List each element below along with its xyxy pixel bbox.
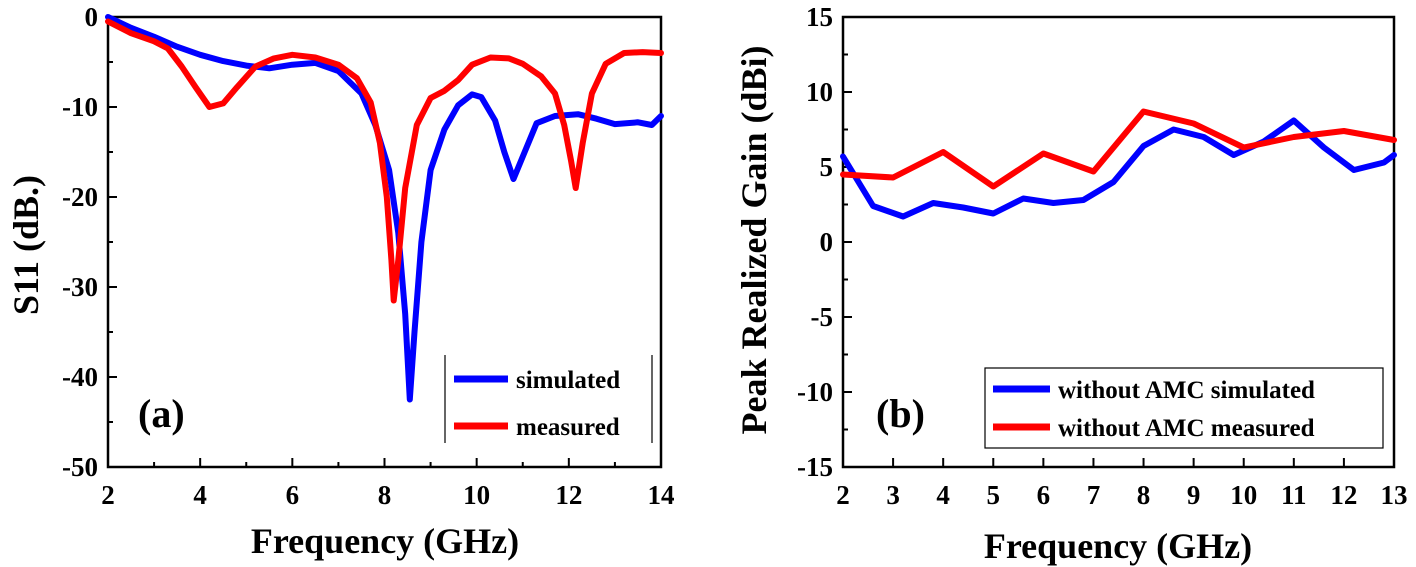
panel-a-x-tick-label: 12 (555, 480, 582, 510)
panel-a-y-axis-label: S11 (dB.) (6, 175, 46, 315)
panel-a-tag: (a) (138, 391, 185, 436)
panel-a-legend: simulated measured (444, 355, 653, 443)
panel-a-y-tick-label: -50 (62, 452, 98, 482)
panel-b-y-axis-label: Peak Realized Gain (dBi) (734, 46, 774, 435)
panel-b-x-tick-label: 4 (936, 480, 950, 510)
panel-a-y-tick-label: -30 (62, 272, 98, 302)
panel-b-chart: 2 3 4 5 6 7 8 9 10 11 12 13 15 10 5 0 -5 -10 -15 (b) witho… (734, 2, 1408, 566)
panel-b-x-tick-label: 6 (1037, 480, 1051, 510)
panel-b-x-tick-label: 9 (1187, 480, 1201, 510)
panel-b-x-tick-label: 7 (1087, 480, 1101, 510)
panel-b-y-tick-label: -10 (797, 377, 833, 407)
panel-a-x-tick-label: 10 (463, 480, 490, 510)
panel-b-tag: (b) (876, 391, 925, 436)
panel-a-x-tick-label: 6 (286, 480, 300, 510)
panel-b-y-tick-label: 15 (806, 2, 833, 32)
panel-a-chart: 2 4 6 8 10 12 14 0 -10 -20 -30 -40 -50 (a) simulated… (6, 2, 675, 561)
panel-b-x-axis-label: Frequency (GHz) (984, 526, 1252, 566)
panel-b-x-tick-label: 13 (1381, 480, 1408, 510)
panel-a-x-tick-label: 4 (193, 480, 207, 510)
panel-a-y-tick-label: -10 (62, 92, 98, 122)
panel-b-legend: without AMC simulated without AMC measur… (984, 367, 1384, 449)
panel-a-x-tick-label: 8 (378, 480, 392, 510)
panel-b-y-tick-label: 0 (820, 227, 834, 257)
panel-b-x-tick-label: 10 (1230, 480, 1257, 510)
panel-a-y-tick-label: -40 (62, 362, 98, 392)
series-line-without-amc-measured (840, 108, 1397, 190)
panel-b-x-tick-label: 2 (836, 480, 850, 510)
legend-label-without-amc-simulated: without AMC simulated (1058, 377, 1315, 404)
panel-a-series (105, 14, 664, 403)
panel-b-x-tick-label: 5 (987, 480, 1001, 510)
panel-b-y-tick-label: 5 (820, 152, 834, 182)
panel-b-x-tick-label: 12 (1330, 480, 1357, 510)
series-line-without-amc-simulated (840, 117, 1397, 220)
panel-b-legend-box (984, 367, 1384, 449)
panel-b-x-tick-label: 8 (1137, 480, 1151, 510)
panel-a-y-tick-label: -20 (62, 182, 98, 212)
legend-label-simulated: simulated (516, 367, 620, 394)
panel-b-y-tick-label: -5 (811, 302, 834, 332)
panel-a-y-tick-label: 0 (85, 2, 99, 32)
panel-b-x-tick-label: 11 (1281, 480, 1307, 510)
panel-b-series (840, 108, 1397, 220)
panel-a-x-tick-label: 2 (101, 480, 115, 510)
panel-a-x-axis-label: Frequency (GHz) (251, 521, 519, 561)
panel-b-x-tick-label: 3 (886, 480, 900, 510)
series-line-measured (105, 18, 664, 304)
legend-label-measured: measured (516, 414, 620, 441)
panel-b-y-tick-label: -15 (797, 452, 833, 482)
legend-label-without-amc-measured: without AMC measured (1058, 415, 1315, 442)
series-line-simulated (105, 14, 664, 403)
panel-a-x-tick-label: 14 (648, 480, 675, 510)
panel-a-ticks: 2 4 6 8 10 12 14 0 -10 -20 -30 -40 -50 (62, 2, 675, 510)
panel-b-y-tick-label: 10 (806, 77, 833, 107)
panel-b-ticks: 2 3 4 5 6 7 8 9 10 11 12 13 15 10 5 0 -5 -10 -15 (797, 2, 1408, 510)
